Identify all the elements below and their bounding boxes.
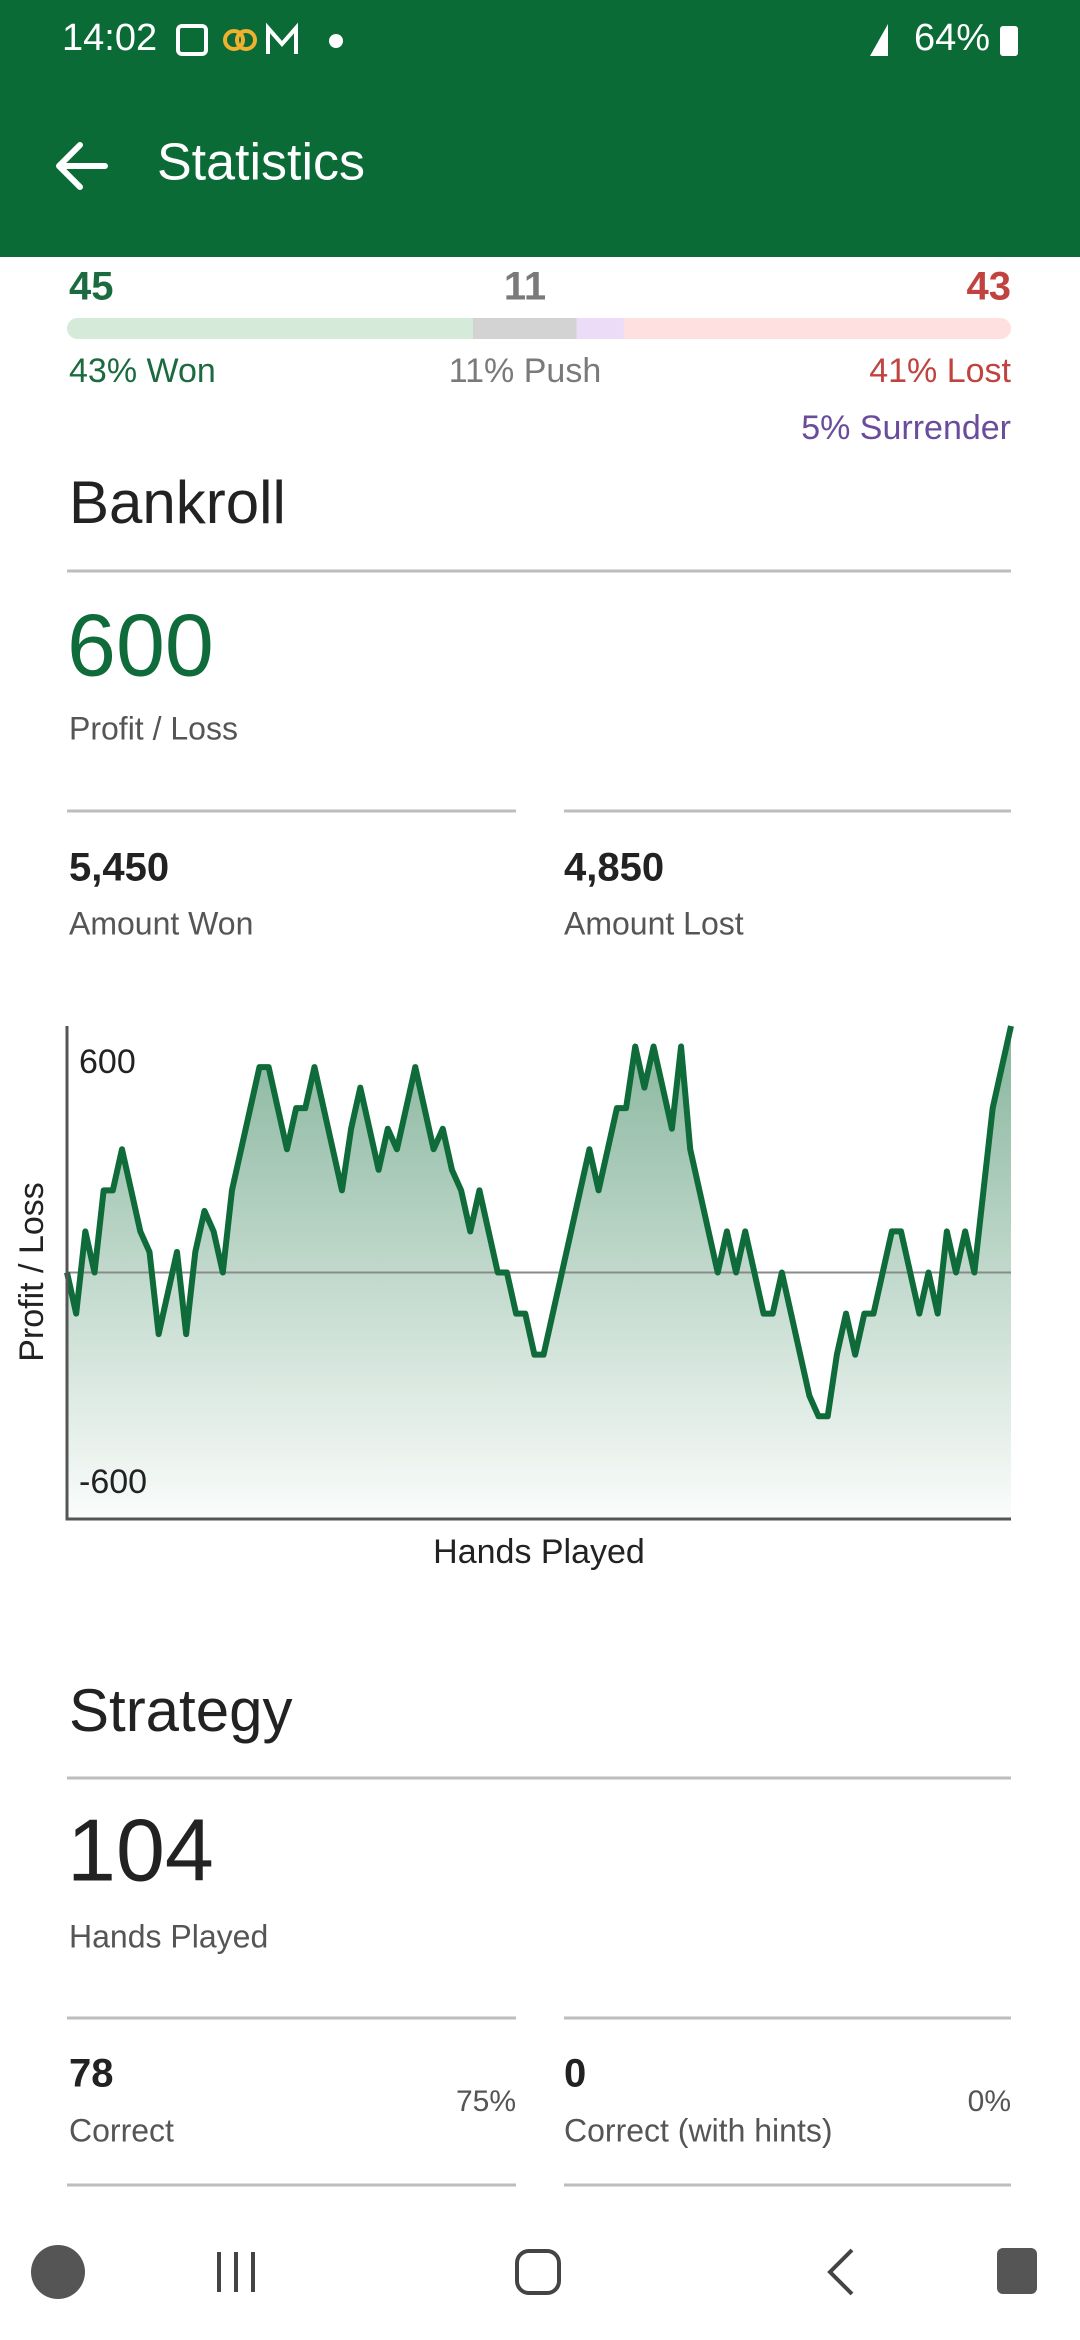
amount-won-label: Amount Won [69, 905, 253, 941]
accessibility-button[interactable] [997, 2248, 1037, 2294]
result-label: 43% Won [69, 352, 216, 390]
nav-bar [0, 2205, 1080, 2340]
result-label: 41% Lost [869, 352, 1011, 390]
result-label: 11% Push [449, 352, 601, 390]
nav-buttons [217, 2248, 854, 2296]
amount-lost: 4,850 [564, 846, 664, 890]
correct-percent: 75% [456, 2085, 516, 2118]
status-icons [176, 22, 888, 56]
results-bar [67, 318, 1011, 339]
y-tick-label: 600 [79, 1043, 136, 1081]
x-axis-label: Hands Played [433, 1533, 645, 1571]
battery-icon [1000, 26, 1018, 56]
correct-label: Correct [69, 2112, 174, 2148]
status-battery: 64% [914, 17, 990, 59]
result-label: 5% Surrender [801, 409, 1011, 447]
game-launcher-button[interactable] [31, 2245, 85, 2299]
back-nav-button[interactable] [827, 2248, 854, 2296]
amount-lost-label: Amount Lost [564, 905, 744, 941]
correct-value: 78 [69, 2052, 114, 2096]
axis-line [65, 1026, 1011, 1521]
results-summary: 45 11 43 43% Won 11% Push 5% Surrender 41% … [67, 265, 1012, 447]
app-title: Statistics [157, 134, 365, 192]
won-count: 45 [69, 265, 114, 309]
section-heading: Bankroll [69, 469, 286, 536]
home-button[interactable] [515, 2249, 561, 2295]
area [67, 1026, 1011, 1519]
profit-value: 600 [67, 595, 214, 694]
amount-won: 5,450 [69, 846, 169, 890]
profit-chart: Profit / Loss Hands Played 600 -600 [13, 1025, 1014, 1571]
hints-label: Correct (with hints) [564, 2112, 833, 2148]
hints-value: 0 [564, 2052, 586, 2096]
result-segment [472, 318, 577, 339]
profit-label: Profit / Loss [69, 710, 238, 746]
recent-apps-button[interactable] [217, 2252, 255, 2292]
back-button[interactable] [56, 142, 108, 190]
result-segment [67, 318, 473, 339]
result-segment [576, 318, 624, 339]
section-heading: Strategy [69, 1677, 292, 1744]
result-segment [623, 318, 1011, 339]
hands-label: Hands Played [69, 1918, 268, 1954]
lost-count: 43 [967, 265, 1012, 309]
hints-percent: 0% [968, 2085, 1011, 2118]
push-count: 11 [504, 265, 546, 309]
y-axis-label: Profit / Loss [13, 1182, 51, 1362]
line [64, 1025, 1014, 1420]
hands-value: 104 [67, 1800, 214, 1899]
y-tick-label: -600 [79, 1463, 147, 1501]
status-time: 14:02 [62, 17, 157, 59]
